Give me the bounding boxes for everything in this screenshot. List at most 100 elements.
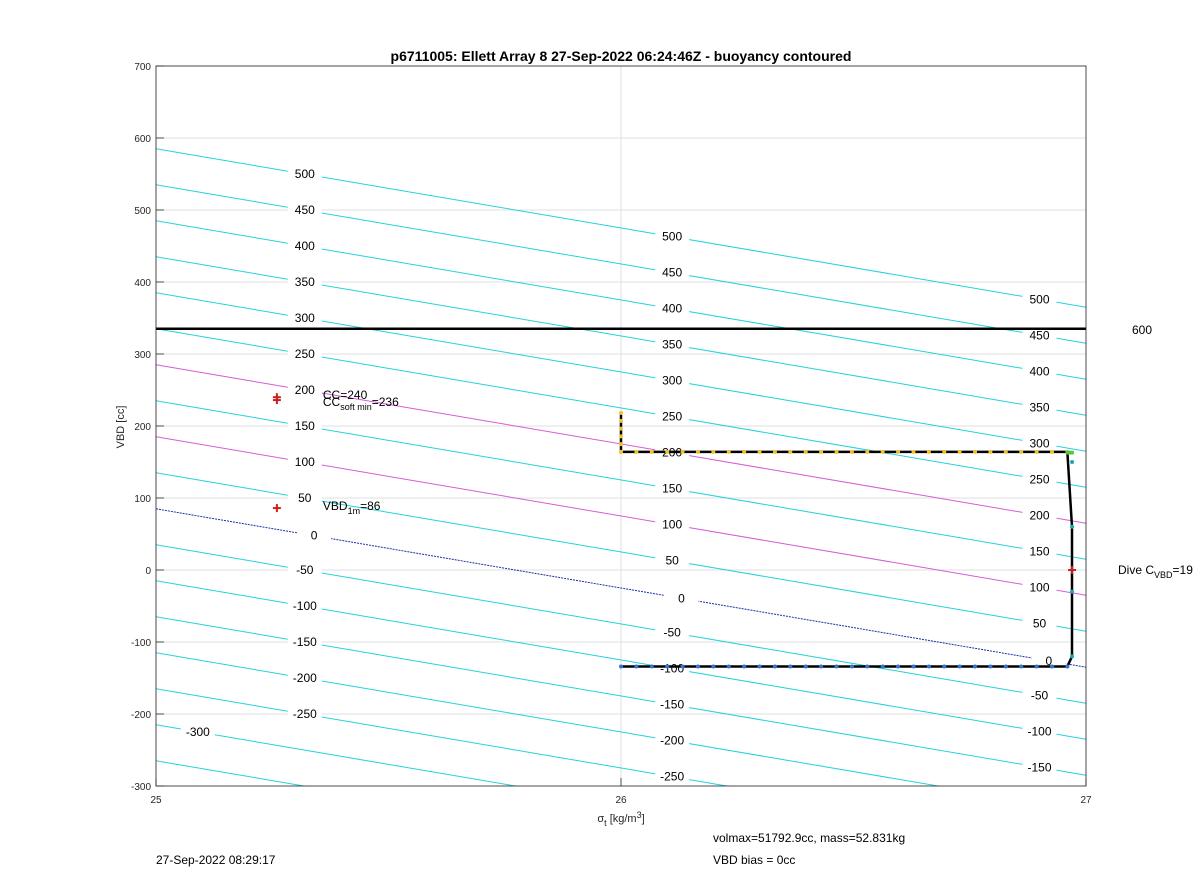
contour-label: 500 <box>1029 292 1049 306</box>
contour-label-bg <box>287 418 322 434</box>
contour-label: -50 <box>663 626 681 640</box>
dive-sample-point <box>680 664 685 669</box>
dive-sample-point <box>1019 664 1024 669</box>
contour-labels: 500450400350300250200150100500-50-100-15… <box>180 166 1066 784</box>
contour-label: 0 <box>311 529 318 543</box>
dive-sample-point <box>1050 449 1055 454</box>
contour-label-bg <box>1022 615 1057 631</box>
contour-label: 400 <box>1029 364 1049 378</box>
contour-label: 350 <box>1029 400 1049 414</box>
dive-sample-point <box>1070 524 1075 529</box>
dive-sample-point <box>1065 664 1070 669</box>
contour-label-bg <box>1031 652 1066 668</box>
dive-sample-point <box>1070 654 1075 659</box>
contour-line <box>156 724 519 786</box>
dive-sample-point <box>957 664 962 669</box>
contour-label: 50 <box>665 554 679 568</box>
dive-sample-point <box>834 449 839 454</box>
contour-label-bg <box>287 634 322 650</box>
dive-sample-point <box>619 426 623 431</box>
x-tick-label: 25 <box>150 795 162 806</box>
dive-sample-point <box>619 418 623 423</box>
contour-label: 100 <box>295 455 315 469</box>
y-tick-label: 400 <box>134 278 151 289</box>
dive-sample-point <box>1070 460 1075 464</box>
contour-label-bg <box>655 768 690 784</box>
dive-sample-point <box>634 449 639 454</box>
contour-label-bg <box>655 660 690 676</box>
dive-sample-point <box>665 664 670 669</box>
contour-label-bg <box>287 310 322 326</box>
contour-label: 150 <box>662 482 682 496</box>
dive-cvbd-main: Dive C <box>1118 563 1154 577</box>
dive-sample-point <box>619 411 623 416</box>
contour-label-bg <box>287 598 322 614</box>
dive-sample-point <box>1003 664 1008 669</box>
footer-volmax: volmax=51792.9cc, mass=52.831kg <box>713 831 906 845</box>
contour-label-bg <box>1022 723 1057 739</box>
contour-label-bg <box>655 336 690 352</box>
dive-sample-point <box>680 449 685 454</box>
contour-label: 400 <box>662 302 682 316</box>
contour-label-bg <box>1022 435 1057 451</box>
contour-label: 150 <box>295 419 315 433</box>
dive-sample-point <box>865 664 870 669</box>
dive-sample-point <box>896 449 901 454</box>
contour-label-bg <box>655 696 690 712</box>
y-tick-label: 700 <box>134 62 151 73</box>
y-tick-label: 100 <box>134 494 151 505</box>
contour-label: 250 <box>295 347 315 361</box>
dive-sample-point <box>834 664 839 669</box>
contour-label-bg <box>1022 363 1057 379</box>
reference-line: 600 <box>156 323 1152 337</box>
dive-sample-point <box>649 449 654 454</box>
y-tick-label: 300 <box>134 350 151 361</box>
dive-cvbd-value: =19 <box>1173 563 1194 577</box>
contour-label-bg <box>664 590 699 606</box>
dive-sample-point <box>619 442 623 447</box>
contour-label-bg <box>1022 399 1057 415</box>
contour-label-bg <box>287 454 322 470</box>
y-tick-label: 600 <box>134 134 151 145</box>
contour-label-bg <box>1022 759 1057 775</box>
contour-label: 500 <box>662 230 682 244</box>
dive-sample-point <box>880 664 885 669</box>
dive-sample-point <box>849 449 854 454</box>
dive-sample-point <box>803 664 808 669</box>
dive-sample-point <box>757 664 762 669</box>
dive-cvbd-label: Dive CVBD=19 <box>1118 563 1193 580</box>
contour-label: 400 <box>295 239 315 253</box>
marker-label-value: =86 <box>360 499 381 513</box>
contour-label: -100 <box>660 662 684 676</box>
contour-label-bg <box>655 264 690 280</box>
dive-sample-point <box>880 449 885 454</box>
contour-label-bg <box>1022 327 1057 343</box>
dive-sample-point <box>757 449 762 454</box>
contour-label: 500 <box>295 167 315 181</box>
dive-sample-point <box>957 449 962 454</box>
dive-sample-point <box>695 664 700 669</box>
dive-sample-point <box>772 449 777 454</box>
dive-sample-point <box>1034 664 1039 669</box>
contour-label-bg <box>1022 471 1057 487</box>
contour-label-bg <box>655 732 690 748</box>
dive-sample-point <box>911 449 916 454</box>
dive-sample-point <box>619 664 623 669</box>
contour-label-bg <box>655 480 690 496</box>
dive-sample-point <box>988 664 993 669</box>
dive-sample-point <box>665 449 670 454</box>
contour-label: -150 <box>1027 760 1051 774</box>
dive-sample-point <box>988 449 993 454</box>
contour-label-bg <box>297 527 332 543</box>
dive-sample-point <box>726 664 731 669</box>
contour-label: -150 <box>660 698 684 712</box>
contour-label: 450 <box>1029 328 1049 342</box>
y-tick-label: 0 <box>145 566 151 577</box>
marker-label-sub: 1m <box>348 506 361 516</box>
footer-timestamp: 27-Sep-2022 08:29:17 <box>156 853 276 867</box>
marker-label-main: CC <box>323 388 341 402</box>
contour-label-bg <box>287 562 322 578</box>
y-tick-label: -100 <box>131 638 151 649</box>
contour-label-bg <box>655 552 690 568</box>
dive-sample-point <box>973 664 978 669</box>
